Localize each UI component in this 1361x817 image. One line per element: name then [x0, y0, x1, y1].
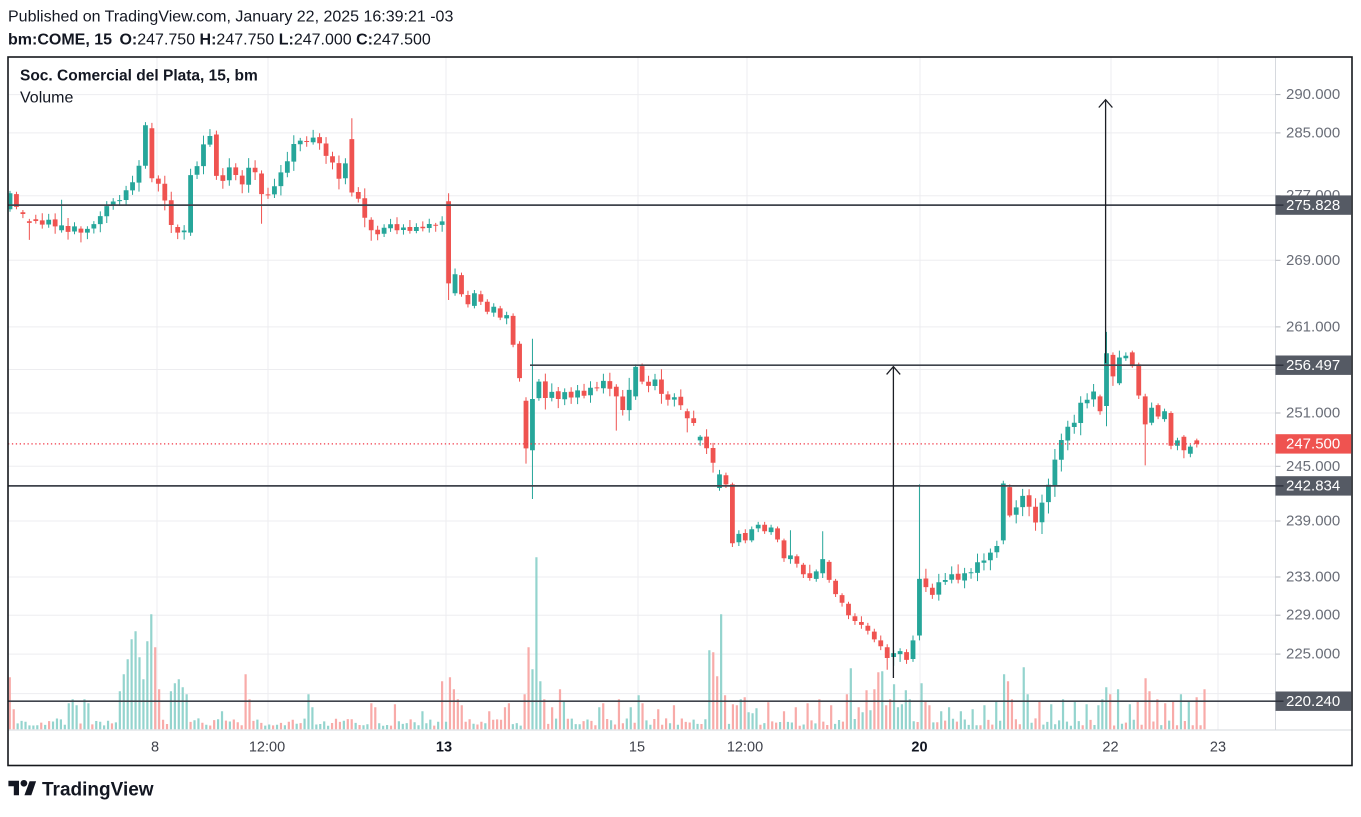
svg-text:8: 8	[151, 740, 159, 756]
svg-text:Volume: Volume	[20, 90, 73, 107]
svg-text:22: 22	[1102, 740, 1118, 756]
svg-text:251.000: 251.000	[1286, 405, 1340, 422]
svg-text:239.000: 239.000	[1286, 513, 1340, 530]
svg-text:229.000: 229.000	[1286, 607, 1340, 624]
svg-text:256.497: 256.497	[1286, 357, 1340, 374]
svg-text:242.834: 242.834	[1286, 478, 1340, 495]
svg-text:23: 23	[1210, 740, 1226, 756]
svg-text:290.000: 290.000	[1286, 86, 1340, 103]
svg-text:233.000: 233.000	[1286, 569, 1340, 586]
svg-text:12:00: 12:00	[727, 740, 763, 756]
svg-text:Soc. Comercial del Plata, 15,: Soc. Comercial del Plata, 15, bm	[20, 68, 258, 85]
svg-text:20: 20	[911, 740, 927, 756]
svg-text:Published on TradingView.com,: Published on TradingView.com, January 22…	[8, 9, 453, 26]
svg-text:275.828: 275.828	[1286, 197, 1340, 214]
svg-text:247.500: 247.500	[1286, 436, 1340, 453]
svg-text:13: 13	[436, 740, 452, 756]
svg-text:225.000: 225.000	[1286, 646, 1340, 663]
svg-text:285.000: 285.000	[1286, 124, 1340, 141]
svg-text:245.000: 245.000	[1286, 458, 1340, 475]
svg-text:15: 15	[629, 740, 645, 756]
svg-text:269.000: 269.000	[1286, 252, 1340, 269]
svg-text:261.000: 261.000	[1286, 318, 1340, 335]
svg-text:220.240: 220.240	[1286, 693, 1340, 710]
svg-text:bm:COME, 15 O:247.750 H:247.75: bm:COME, 15 O:247.750 H:247.750 L:247.00…	[8, 32, 431, 49]
svg-text:TradingView: TradingView	[42, 780, 154, 801]
svg-text:12:00: 12:00	[249, 740, 285, 756]
